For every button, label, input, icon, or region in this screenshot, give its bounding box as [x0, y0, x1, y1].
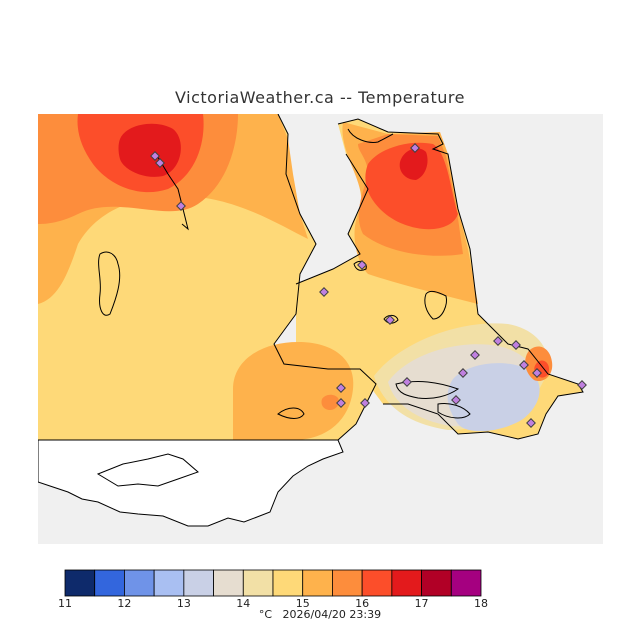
station-marker — [410, 143, 420, 153]
legend-swatch — [153, 569, 185, 597]
station-marker — [519, 360, 529, 370]
legend-swatch — [332, 569, 363, 597]
unit-label: °C — [258, 608, 273, 621]
legend-swatch — [450, 569, 482, 597]
map-title: VictoriaWeather.ca -- Temperature — [175, 88, 465, 107]
legend-tick-label: 18 — [474, 597, 488, 610]
legend-tick-label: 16 — [355, 597, 370, 610]
station-marker — [511, 340, 521, 350]
weather-stations — [150, 143, 587, 428]
contour-16.5-17 — [365, 142, 458, 230]
coastlines — [98, 114, 584, 441]
station-marker — [526, 418, 536, 428]
legend-swatch — [124, 569, 155, 597]
station-marker — [150, 151, 160, 161]
map-caption: °C 2026/04/20 23:39 — [0, 608, 640, 621]
station-marker — [385, 315, 395, 325]
legend-swatch — [272, 569, 304, 597]
timestamp: 2026/04/20 23:39 — [282, 608, 382, 621]
us-mainland-outside — [38, 439, 344, 527]
legend-tick-label: 15 — [295, 597, 310, 610]
legend-swatch — [183, 569, 214, 597]
contour-17-17.5 — [118, 123, 181, 177]
station-marker — [176, 201, 186, 211]
legend-swatch — [213, 569, 244, 597]
legend-swatch — [242, 569, 274, 597]
south-coast-strip — [96, 453, 199, 487]
station-marker — [451, 395, 461, 405]
station-marker — [458, 368, 468, 378]
station-marker — [336, 398, 346, 408]
contour-15.5-16 — [233, 342, 354, 440]
station-marker — [577, 380, 587, 390]
legend-swatch — [391, 569, 422, 597]
contour-13-13.5 — [447, 363, 540, 432]
legend-tick-label: 17 — [414, 597, 429, 610]
contour-17-17.5 — [399, 148, 428, 180]
station-marker — [155, 158, 165, 168]
station-marker — [493, 336, 503, 346]
station-marker — [319, 287, 329, 297]
legend-swatch — [361, 569, 393, 597]
station-marker — [336, 383, 346, 393]
color-scale-legend — [64, 569, 482, 597]
legend-tick-label: 12 — [117, 597, 132, 610]
contour-16-16.5 — [321, 394, 339, 410]
station-marker — [402, 377, 412, 387]
station-marker — [357, 260, 367, 270]
legend-swatch — [421, 569, 452, 597]
legend-tick-label: 13 — [176, 597, 191, 610]
temperature-map[interactable] — [38, 114, 603, 544]
legend-swatch — [302, 569, 333, 597]
legend-tick-label: 11 — [58, 597, 72, 610]
legend-swatch — [64, 569, 96, 597]
temperature-contours — [38, 114, 583, 440]
legend-tick-label: 14 — [236, 597, 251, 610]
station-marker — [470, 350, 480, 360]
legend-swatch — [94, 569, 125, 597]
station-marker — [532, 368, 542, 378]
station-marker — [360, 398, 370, 408]
